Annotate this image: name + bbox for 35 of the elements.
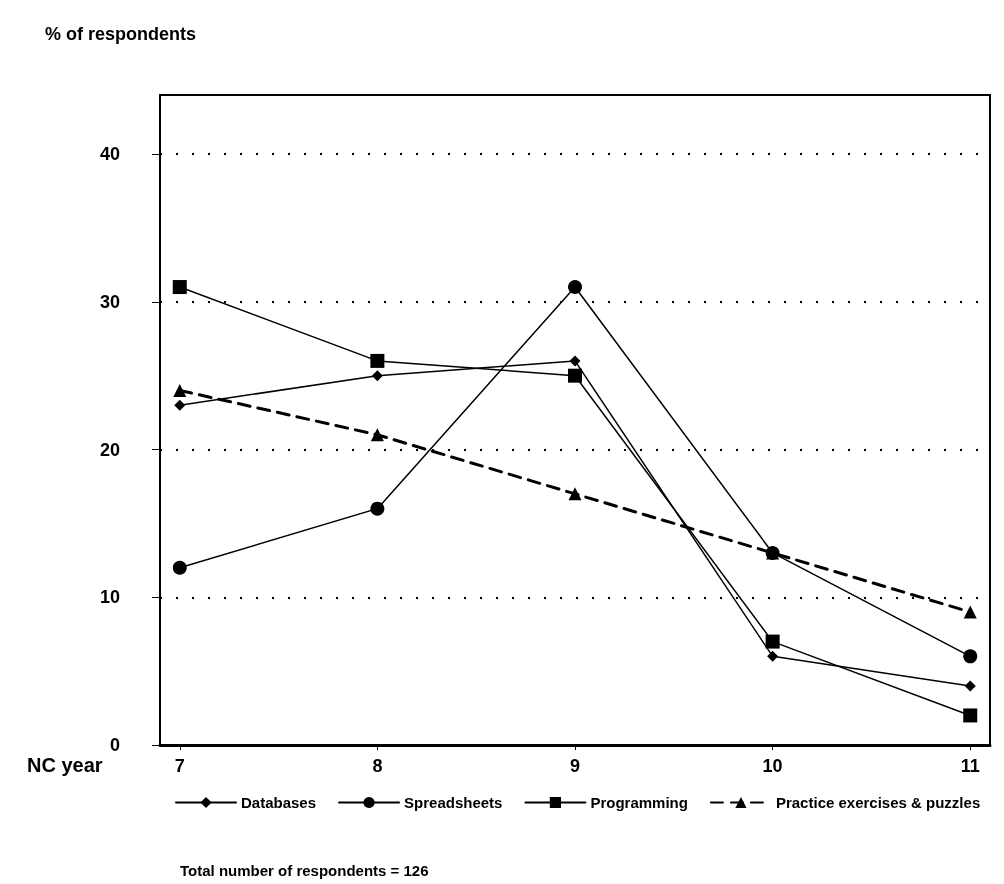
point [173,383,187,397]
legend-label: Databases [241,794,317,811]
y-tick-label: 40 [99,144,120,165]
point [568,280,582,295]
y-tick-label: 0 [109,735,120,755]
point [765,634,780,649]
point [370,353,385,368]
text: Total number of respondents = 126 [180,862,429,879]
legend-label: Spreadsheets [404,794,503,811]
point [370,501,385,516]
point [371,370,383,382]
x-tick-label: 7 [174,756,185,776]
point [964,680,976,692]
x-tick-label: 11 [960,756,980,776]
x-axis-title: NC year [27,754,103,776]
y-tick-label: 30 [99,291,120,312]
x-tick-label: 8 [372,756,383,776]
x-tick-label: 10 [762,756,783,776]
point [174,399,186,411]
legend-label: Practice exercises & puzzles [775,794,981,811]
point [370,428,384,442]
point [963,708,978,723]
point [172,280,187,295]
y-tick-label: 20 [99,439,120,460]
point [568,368,582,383]
y-tick-label: 10 [99,587,120,608]
point [568,487,582,501]
point [767,650,779,662]
legend-label: Programming [590,794,688,811]
point [963,605,977,619]
y-axis-title: % of respondents [45,24,197,44]
point [172,560,187,575]
point [963,649,978,664]
x-tick-label: 9 [569,756,581,776]
point [569,355,581,367]
